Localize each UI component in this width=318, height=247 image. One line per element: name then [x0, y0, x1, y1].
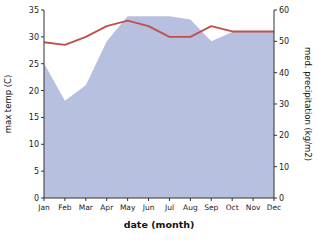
- x-tick: [253, 198, 254, 201]
- x-tick: [148, 198, 149, 201]
- temp-line: [44, 21, 274, 45]
- y-tick-label: 0: [34, 194, 39, 203]
- x-tick: [106, 198, 107, 201]
- x-tick-label: Mar: [79, 203, 94, 212]
- y-axis-label: max temp (C): [3, 75, 13, 134]
- x-tick-label: Apr: [100, 203, 114, 212]
- y-tick-label: 10: [29, 140, 39, 149]
- chart: 0 5 10 15 20 25 30 35 0 10 20 30 40 50 60 Jan Feb Mar Apr M…: [0, 0, 318, 247]
- y-tick: [41, 10, 44, 11]
- y-tick: [41, 36, 44, 37]
- x-tick-label: Jan: [37, 203, 50, 212]
- y-tick: [41, 117, 44, 118]
- y2-axis-label: med. precipitation (kg/m2): [303, 47, 313, 161]
- y-tick-label: 30: [29, 33, 39, 42]
- y2-tick-label: 10: [279, 163, 289, 172]
- x-tick: [64, 198, 65, 201]
- x-tick: [127, 198, 128, 201]
- y2-tick-label: 20: [279, 131, 289, 140]
- y-tick: [41, 90, 44, 91]
- y2-tick: [274, 135, 277, 136]
- y-axis-line: [44, 10, 45, 198]
- y2-tick-label: 60: [279, 6, 289, 15]
- y-tick-label: 15: [29, 113, 39, 122]
- x-tick: [44, 198, 45, 201]
- y-tick: [41, 171, 44, 172]
- x-tick-label: Nov: [246, 203, 261, 212]
- y2-tick: [274, 104, 277, 105]
- y-tick-label: 20: [29, 87, 39, 96]
- plot-marks: [44, 16, 274, 198]
- x-tick-label: Dec: [267, 203, 282, 212]
- x-tick-label: May: [120, 203, 136, 212]
- y-tick-label: 25: [29, 60, 39, 69]
- precip-area: [44, 16, 274, 198]
- x-tick-label: Sep: [204, 203, 218, 212]
- x-tick: [190, 198, 191, 201]
- x-tick: [211, 198, 212, 201]
- y2-tick: [274, 10, 277, 11]
- x-tick: [232, 198, 233, 201]
- x-tick: [274, 198, 275, 201]
- x-tick-label: Aug: [183, 203, 198, 212]
- x-tick: [169, 198, 170, 201]
- y-tick-label: 35: [29, 6, 39, 15]
- y-tick: [41, 144, 44, 145]
- x-tick-label: Oct: [226, 203, 239, 212]
- x-axis-line: [44, 198, 274, 199]
- y2-tick-label: 40: [279, 69, 289, 78]
- x-tick-label: Jun: [142, 203, 155, 212]
- y2-tick: [274, 41, 277, 42]
- y-tick: [41, 63, 44, 64]
- y2-tick-label: 50: [279, 37, 289, 46]
- x-tick: [85, 198, 86, 201]
- y-tick-label: 5: [34, 167, 39, 176]
- y2-tick: [274, 72, 277, 73]
- x-tick-label: Feb: [58, 203, 72, 212]
- y2-tick-label: 0: [279, 194, 284, 203]
- y2-tick: [274, 166, 277, 167]
- x-axis-label: date (month): [124, 219, 195, 230]
- y2-tick-label: 30: [279, 100, 289, 109]
- x-tick-label: Jul: [164, 203, 174, 212]
